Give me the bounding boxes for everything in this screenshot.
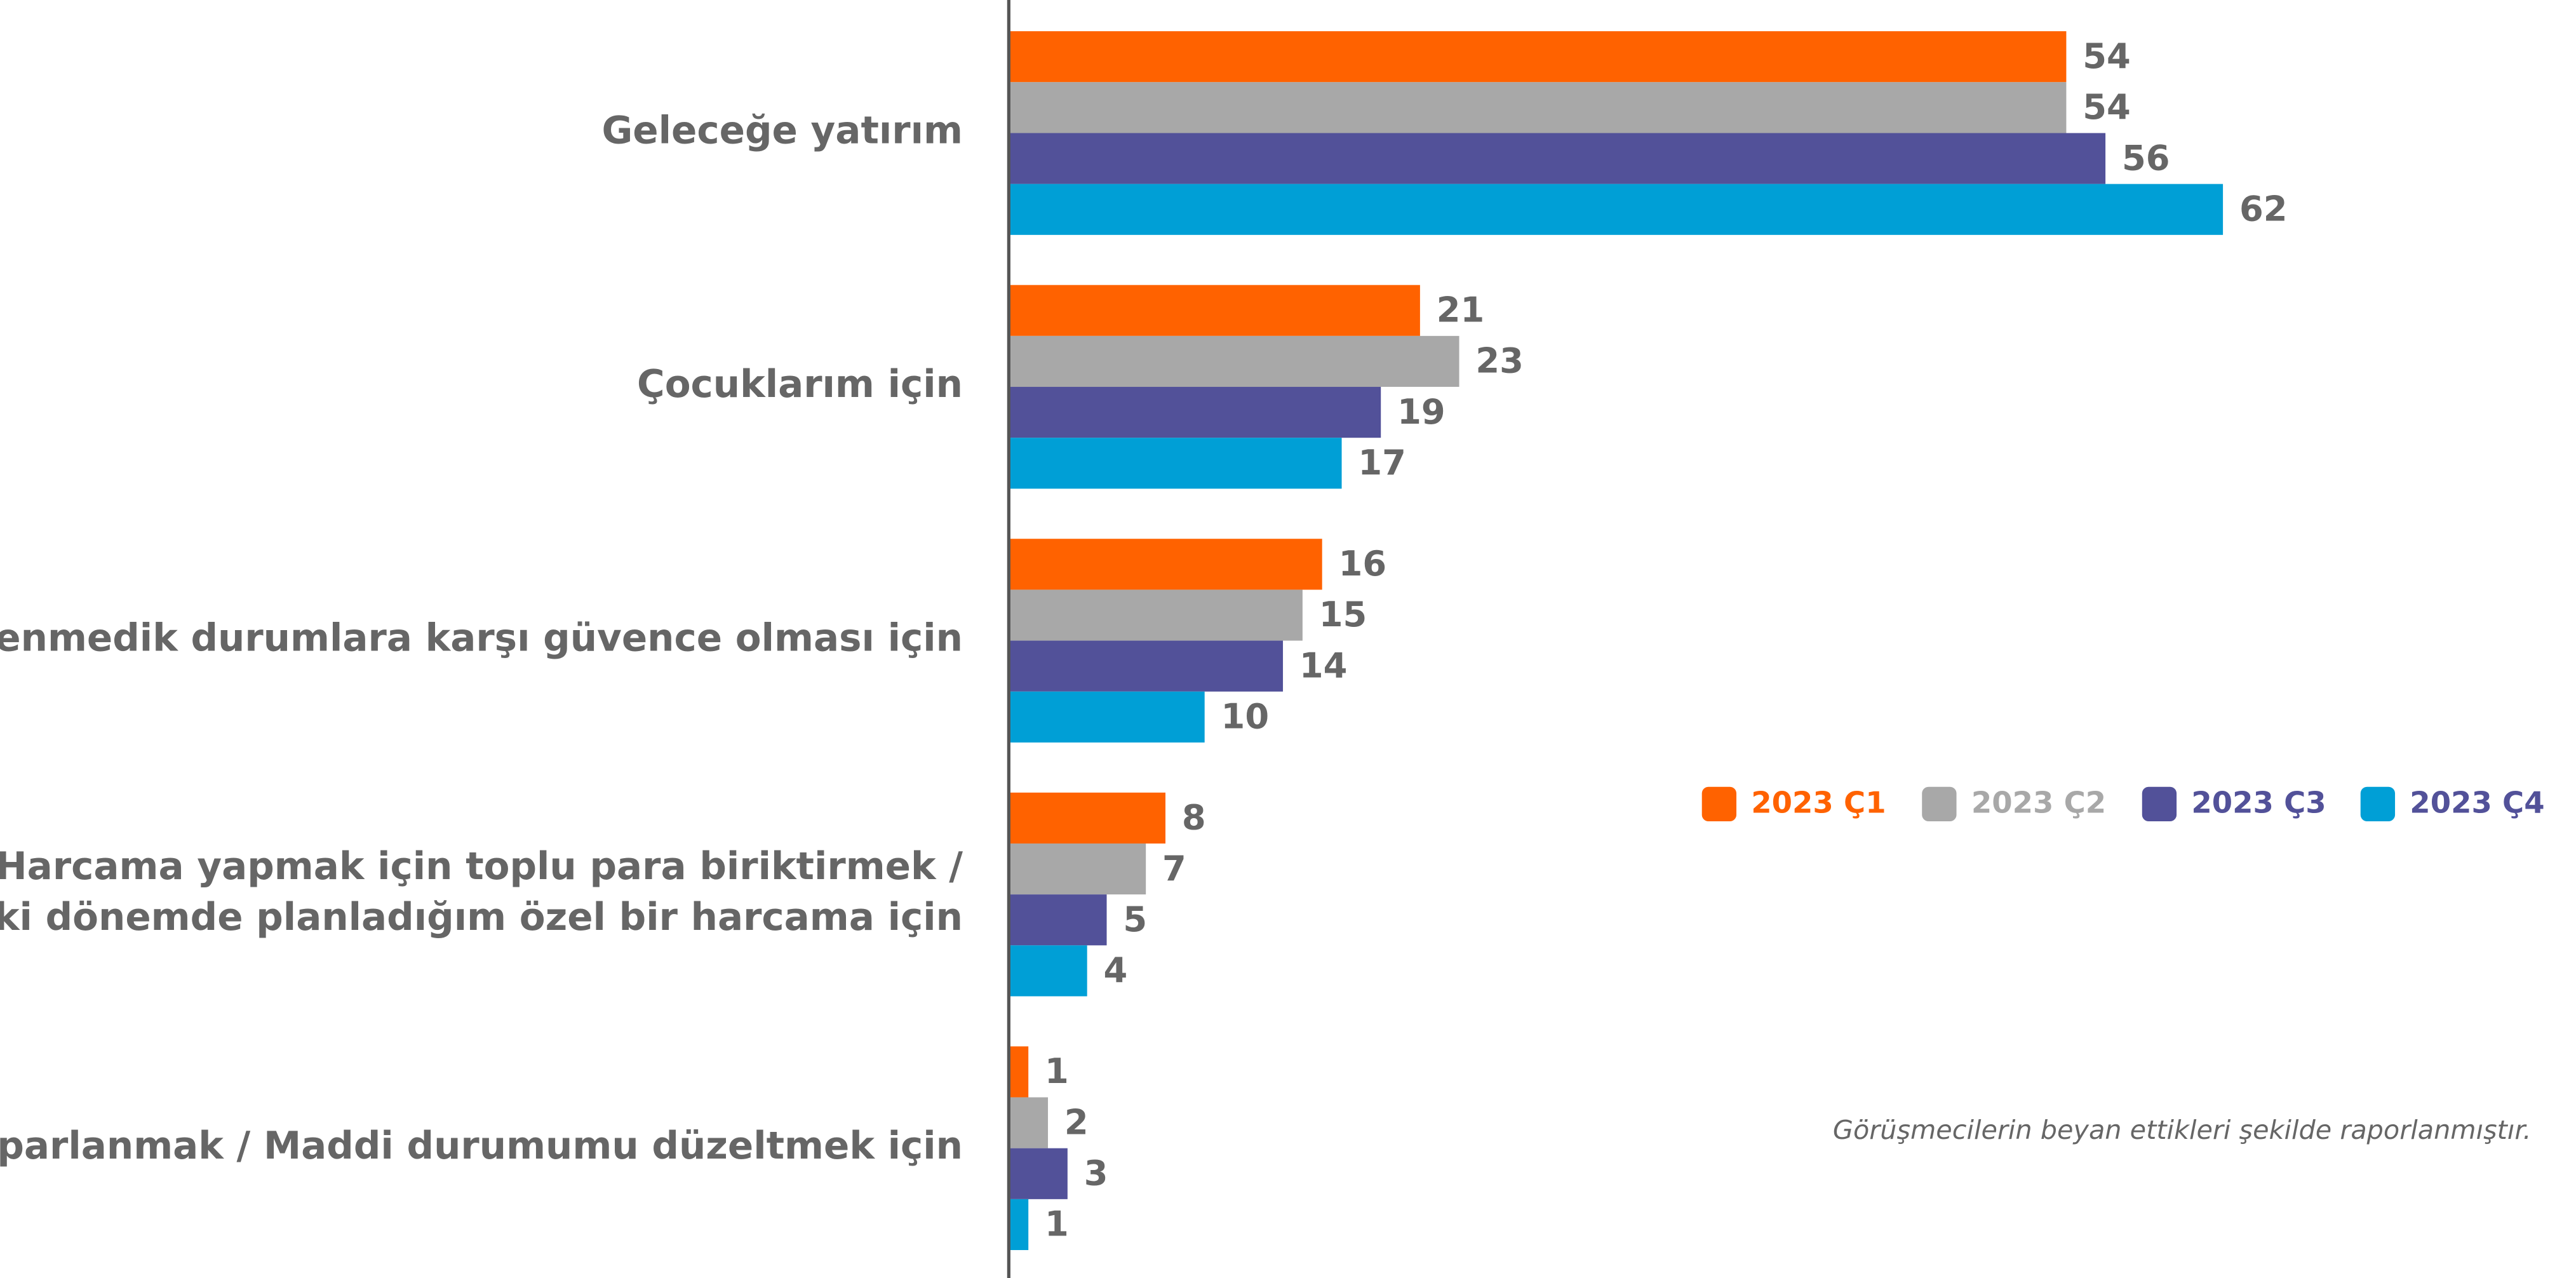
bar [1009,184,2224,235]
legend-label: 2023 Ç1 [1751,786,1886,820]
bar [1009,31,2067,83]
legend-marker [2142,786,2177,822]
data-label: 2 [1064,1102,1089,1142]
bar [1009,1046,1029,1098]
legend-label: 2023 Ç3 [2191,786,2326,820]
data-label: 54 [2083,87,2131,127]
category-label: Çocuklarım için [637,363,963,407]
data-label: 10 [1221,697,1270,737]
data-label: 23 [1475,341,1524,381]
bar [1009,792,1166,844]
data-label: 3 [1084,1153,1108,1193]
bar [1009,387,1381,438]
data-label: 16 [1339,544,1387,584]
legend-label: 2023 Ç2 [1971,786,2106,820]
data-label: 15 [1319,595,1367,635]
legend-marker [2360,786,2396,822]
bar [1009,945,1087,997]
data-label: 1 [1045,1051,1069,1091]
bar [1009,589,1303,641]
data-label: 8 [1182,798,1206,838]
data-label: 54 [2083,36,2131,76]
bar [1009,1148,1068,1199]
legend-marker [1701,786,1737,822]
category-label: Harcama yapmak için toplu para biriktirm… [0,845,963,939]
data-label: 1 [1045,1204,1069,1244]
data-label: 7 [1162,849,1186,889]
legend-label: 2023 Ç4 [2410,786,2544,820]
note: Görüşmecilerin beyan ettikleri şekilde r… [1833,1115,2532,1145]
bar [1009,335,1459,387]
bar [1009,1097,1049,1148]
bar [1009,894,1107,946]
category-label: Toparlanmak / Maddi durumumu düzeltmek i… [0,1124,963,1168]
data-label: 17 [1358,443,1406,483]
data-label: 19 [1397,392,1446,432]
bar [1009,691,1205,743]
data-label: 4 [1104,950,1128,990]
bar [1009,843,1146,895]
category-label: Beklenmedik durumlara karşı güvence olma… [0,617,963,661]
legend-marker [1922,786,1957,822]
bar [1009,438,1342,489]
data-label: 14 [1299,645,1348,685]
bar [1009,1199,1029,1251]
data-label: 62 [2239,189,2288,229]
bar [1009,539,1322,590]
category-label: Geleceğe yatırım [601,109,962,153]
data-label: 56 [2122,138,2170,178]
bar [1009,82,2067,133]
data-label: 5 [1123,899,1147,939]
bar [1009,285,1420,336]
bar [1009,133,2106,184]
data-label: 21 [1437,290,1485,330]
bar [1009,640,1284,692]
